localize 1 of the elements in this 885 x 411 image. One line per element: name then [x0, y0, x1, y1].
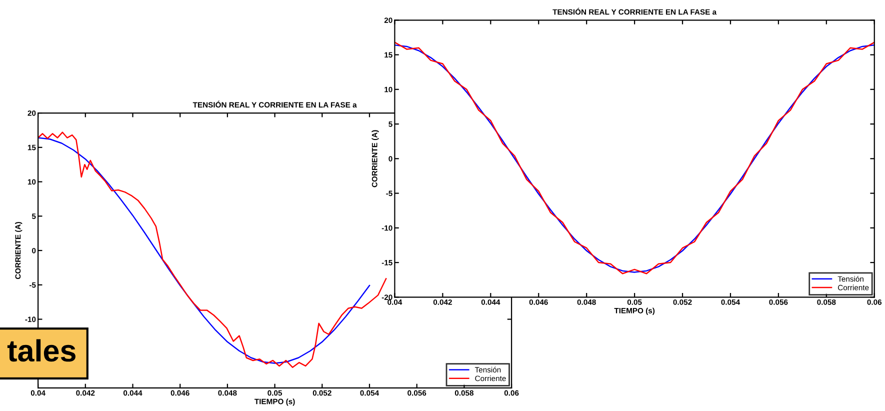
annotation: tales — [7, 339, 76, 362]
